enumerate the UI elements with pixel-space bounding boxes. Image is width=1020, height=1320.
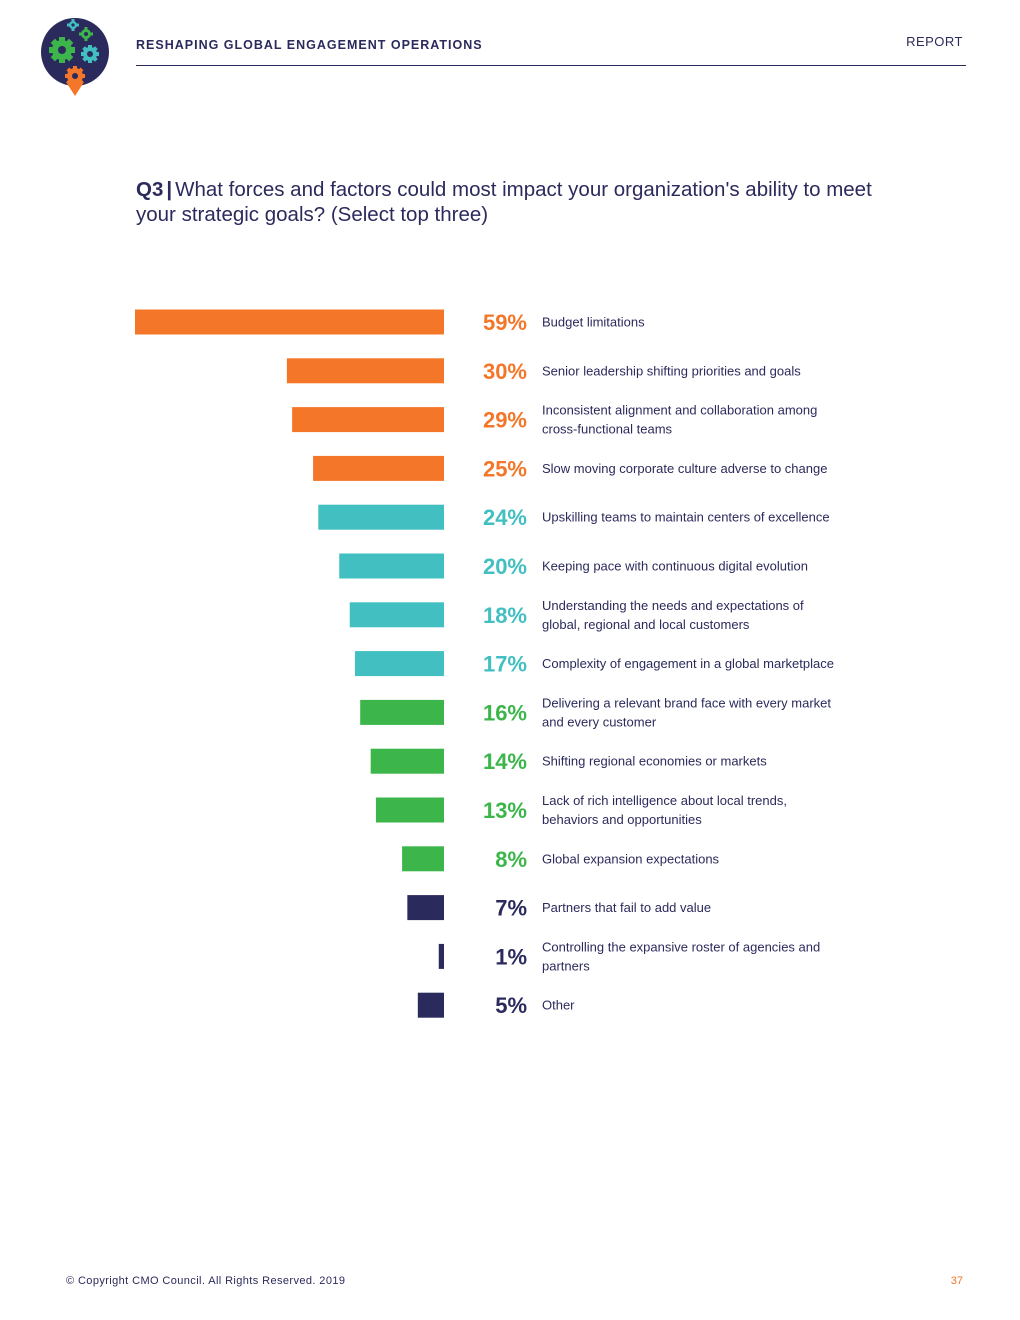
category-label: Complexity of engagement in a global mar… bbox=[542, 656, 834, 671]
category-label: Other bbox=[542, 998, 575, 1013]
category-label-line: Partners that fail to add value bbox=[542, 900, 711, 915]
category-label-line: Global expansion expectations bbox=[542, 851, 720, 866]
value-label: 20% bbox=[483, 554, 527, 579]
category-label: Keeping pace with continuous digital evo… bbox=[542, 559, 808, 574]
category-label-line: behaviors and opportunities bbox=[542, 812, 702, 827]
copyright-notice: © Copyright CMO Council. All Rights Rese… bbox=[66, 1275, 346, 1287]
bar bbox=[375, 797, 444, 823]
category-label-line: Inconsistent alignment and collaboration… bbox=[542, 403, 817, 418]
category-label: Global expansion expectations bbox=[542, 851, 720, 866]
value-label: 7% bbox=[495, 896, 527, 921]
bar bbox=[417, 992, 444, 1018]
value-label: 25% bbox=[483, 456, 527, 481]
value-label: 30% bbox=[483, 359, 527, 384]
category-label-line: Shifting regional economies or markets bbox=[542, 754, 767, 769]
bar bbox=[339, 553, 444, 579]
value-label: 13% bbox=[483, 798, 527, 823]
bar bbox=[438, 943, 444, 969]
value-label: 24% bbox=[483, 505, 527, 530]
value-label: 18% bbox=[483, 603, 527, 628]
category-label-line: Budget limitations bbox=[542, 315, 645, 330]
question-separator: | bbox=[166, 178, 173, 201]
bar bbox=[349, 602, 444, 628]
bar bbox=[286, 358, 444, 384]
bar bbox=[135, 309, 444, 335]
value-label: 29% bbox=[483, 408, 527, 433]
category-label-line: global, regional and local customers bbox=[542, 617, 750, 632]
category-label: Shifting regional economies or markets bbox=[542, 754, 767, 769]
category-label-line: Understanding the needs and expectations… bbox=[542, 598, 804, 613]
value-label: 14% bbox=[483, 749, 527, 774]
category-label: Upskilling teams to maintain centers of … bbox=[542, 510, 830, 525]
header-title: RESHAPING GLOBAL ENGAGEMENT OPERATIONS bbox=[136, 38, 483, 52]
category-label-line: Lack of rich intelligence about local tr… bbox=[542, 793, 787, 808]
value-label: 17% bbox=[483, 652, 527, 677]
bar bbox=[354, 651, 444, 677]
value-label: 59% bbox=[483, 310, 527, 335]
bar bbox=[318, 504, 444, 530]
category-label: Delivering a relevant brand face with ev… bbox=[542, 695, 831, 729]
category-label: Understanding the needs and expectations… bbox=[542, 598, 804, 632]
value-label: 5% bbox=[495, 993, 527, 1018]
bar bbox=[407, 895, 444, 921]
bar bbox=[313, 455, 444, 481]
value-label: 8% bbox=[495, 847, 527, 872]
category-label: Slow moving corporate culture adverse to… bbox=[542, 461, 827, 476]
category-label: Partners that fail to add value bbox=[542, 900, 711, 915]
bar bbox=[360, 699, 444, 725]
value-label: 1% bbox=[495, 944, 527, 969]
category-label-line: and every customer bbox=[542, 714, 657, 729]
header-divider bbox=[136, 65, 966, 66]
category-label-line: Other bbox=[542, 998, 575, 1013]
cmo-gears-logo-icon bbox=[41, 18, 109, 96]
category-label-line: partners bbox=[542, 958, 590, 973]
value-label: 16% bbox=[483, 700, 527, 725]
category-label-line: Upskilling teams to maintain centers of … bbox=[542, 510, 830, 525]
bar bbox=[370, 748, 444, 774]
category-label-line: Keeping pace with continuous digital evo… bbox=[542, 559, 808, 574]
bar bbox=[402, 846, 444, 872]
category-label: Inconsistent alignment and collaboration… bbox=[542, 403, 817, 437]
category-label: Budget limitations bbox=[542, 315, 645, 330]
category-label-line: Delivering a relevant brand face with ev… bbox=[542, 695, 831, 710]
category-label: Lack of rich intelligence about local tr… bbox=[542, 793, 787, 827]
category-label-line: Complexity of engagement in a global mar… bbox=[542, 656, 834, 671]
page-number: 37 bbox=[950, 1275, 963, 1287]
category-label-line: Slow moving corporate culture adverse to… bbox=[542, 461, 827, 476]
category-label-line: cross-functional teams bbox=[542, 422, 673, 437]
report-label: REPORT bbox=[906, 34, 963, 49]
category-label: Senior leadership shifting priorities an… bbox=[542, 363, 801, 378]
category-label-line: Controlling the expansive roster of agen… bbox=[542, 939, 820, 954]
question-text: What forces and factors could most impac… bbox=[136, 178, 872, 226]
category-label-line: Senior leadership shifting priorities an… bbox=[542, 363, 801, 378]
category-label: Controlling the expansive roster of agen… bbox=[542, 939, 820, 973]
question-number: Q3 bbox=[136, 178, 164, 201]
question-heading: Q3 | What forces and factors could most im… bbox=[136, 177, 906, 227]
bar bbox=[292, 407, 444, 433]
